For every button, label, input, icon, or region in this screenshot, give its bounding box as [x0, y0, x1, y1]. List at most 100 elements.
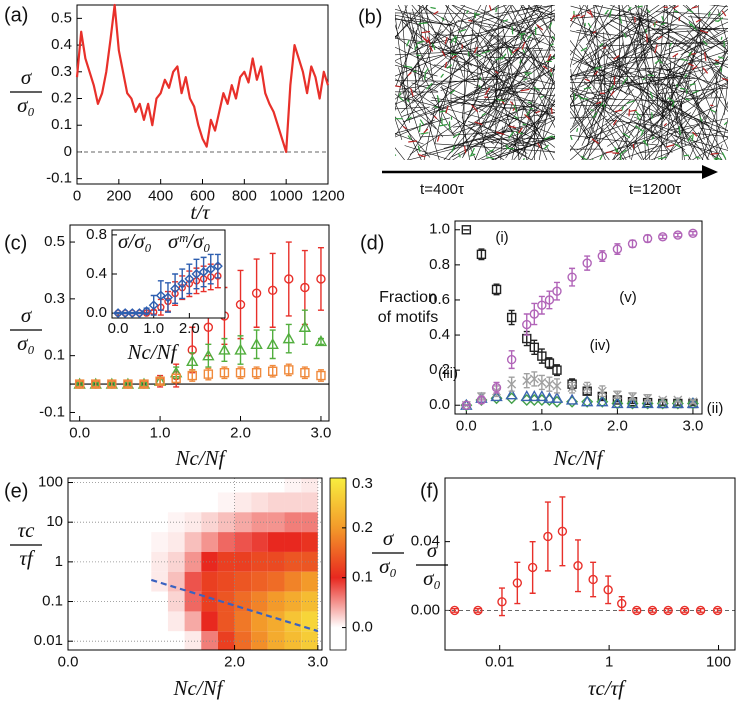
y-tick-label: 0.6: [429, 291, 450, 308]
data-point: [567, 383, 577, 393]
data-point: [565, 393, 579, 405]
heatmap-cell: [267, 551, 285, 572]
heatmap-cell: [267, 512, 285, 533]
filament: [489, 49, 543, 130]
error-bar: [207, 253, 214, 285]
filament: [491, 136, 555, 160]
crosslinker: [543, 144, 549, 150]
crosslinker: [551, 56, 555, 60]
fraction-denominator: σ₀: [379, 554, 397, 578]
data-point: [597, 251, 607, 261]
filament: [488, 35, 518, 37]
crosslinker: [527, 101, 532, 104]
data-point: [628, 391, 638, 401]
filament: [399, 29, 442, 88]
filament: [417, 5, 464, 30]
filament: [507, 64, 528, 160]
crosslinker: [592, 30, 597, 34]
data-point: [497, 597, 507, 607]
filament: [475, 57, 555, 94]
error-bar: [531, 339, 538, 356]
filament: [585, 5, 667, 61]
heatmap-cell: [134, 591, 152, 612]
filament: [395, 55, 449, 100]
filament: [678, 111, 718, 160]
heatmap-cell: [251, 492, 268, 513]
data-point: [596, 395, 609, 407]
data-point: [641, 397, 654, 409]
filament: [717, 8, 728, 46]
filament: [534, 49, 546, 77]
heatmap-cell: [134, 478, 152, 493]
crosslinker: [488, 5, 492, 11]
panel-label: (c): [4, 232, 27, 254]
error-bar: [689, 230, 696, 236]
data-point: [612, 390, 622, 400]
error-bar: [253, 329, 260, 360]
filament: [429, 29, 505, 94]
heatmap-cell: [101, 611, 118, 632]
crosslinker: [690, 23, 697, 31]
crosslinker: [678, 17, 681, 22]
filament: [525, 68, 555, 118]
filament: [495, 5, 537, 103]
y-tick-label: 0.8: [429, 256, 450, 273]
filament: [657, 87, 728, 95]
data-point: [449, 605, 460, 616]
x-tick-label: 2.0: [230, 425, 251, 442]
filament: [656, 5, 665, 104]
data-point: [612, 244, 623, 254]
crosslinker: [514, 115, 519, 120]
crosslinker: [508, 47, 513, 56]
data-point: [663, 605, 673, 616]
x-axis-label: t/τ: [190, 200, 211, 224]
x-tick-label: 2.0: [179, 320, 200, 337]
error-bar: [546, 290, 553, 310]
filament: [623, 12, 685, 91]
filament: [570, 61, 621, 78]
error-bar: [649, 608, 656, 613]
heatmap-cell: [101, 571, 118, 592]
data-point: [316, 274, 326, 284]
data-point: [91, 379, 101, 389]
crosslinker: [659, 60, 663, 64]
filament: [395, 106, 426, 110]
crosslinker: [519, 59, 522, 64]
crosslinker: [481, 112, 486, 117]
filament: [581, 121, 597, 160]
crosslinker: [474, 121, 483, 126]
panel-label: (f): [420, 480, 439, 502]
heatmap-cell: [68, 571, 85, 592]
filament: [570, 90, 638, 130]
filament: [682, 5, 719, 35]
crosslinker: [702, 40, 708, 46]
crosslinker: [661, 16, 664, 22]
filament: [570, 5, 589, 69]
crosslinker: [513, 104, 518, 113]
data-point: [544, 295, 555, 305]
error-bar: [269, 252, 276, 328]
heatmap-cell: [251, 551, 268, 572]
x-tick-label: 2.0: [607, 418, 628, 435]
filament: [413, 70, 440, 160]
crosslinker: [637, 5, 643, 8]
data-line: [75, 3, 330, 154]
heatmap-cell: [284, 492, 302, 513]
crosslinker: [699, 116, 703, 122]
filament: [687, 105, 717, 121]
heatmap-cell: [184, 551, 202, 572]
crosslinker: [640, 129, 645, 136]
heatmap-cell: [68, 478, 85, 493]
data-point: [184, 273, 195, 284]
error-bar: [523, 313, 530, 336]
y-tick-label: 0.3: [44, 290, 65, 307]
crosslinker: [470, 147, 475, 156]
heatmap-cell: [101, 591, 118, 612]
filament: [477, 118, 555, 160]
crosslinker: [419, 119, 425, 126]
error-bar: [214, 253, 221, 279]
error-bar: [237, 269, 244, 340]
filament: [605, 13, 668, 23]
colorbar-tick-label: 0.3: [352, 475, 373, 492]
crosslinker: [699, 29, 709, 34]
